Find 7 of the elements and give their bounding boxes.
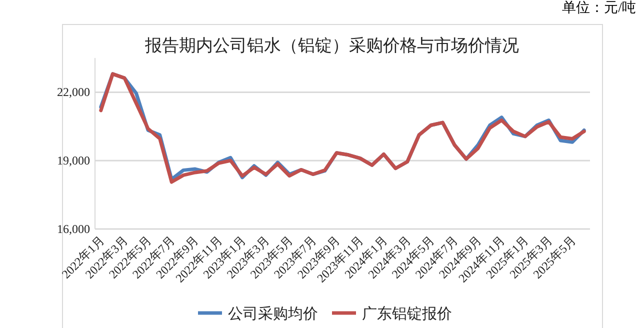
y-tick-label: 19,000 bbox=[57, 154, 90, 168]
text: 单位：元/吨 bbox=[562, 0, 636, 16]
y-tick-label: 16,000 bbox=[57, 222, 90, 236]
legend-label: 公司采购均价 bbox=[228, 306, 318, 322]
chart-title: 报告期内公司铝水（铝锭）采购价格与市场价情况 bbox=[144, 36, 519, 55]
y-tick-label: 22,000 bbox=[57, 85, 90, 100]
legend-label: 广东铝锭报价 bbox=[362, 306, 452, 322]
